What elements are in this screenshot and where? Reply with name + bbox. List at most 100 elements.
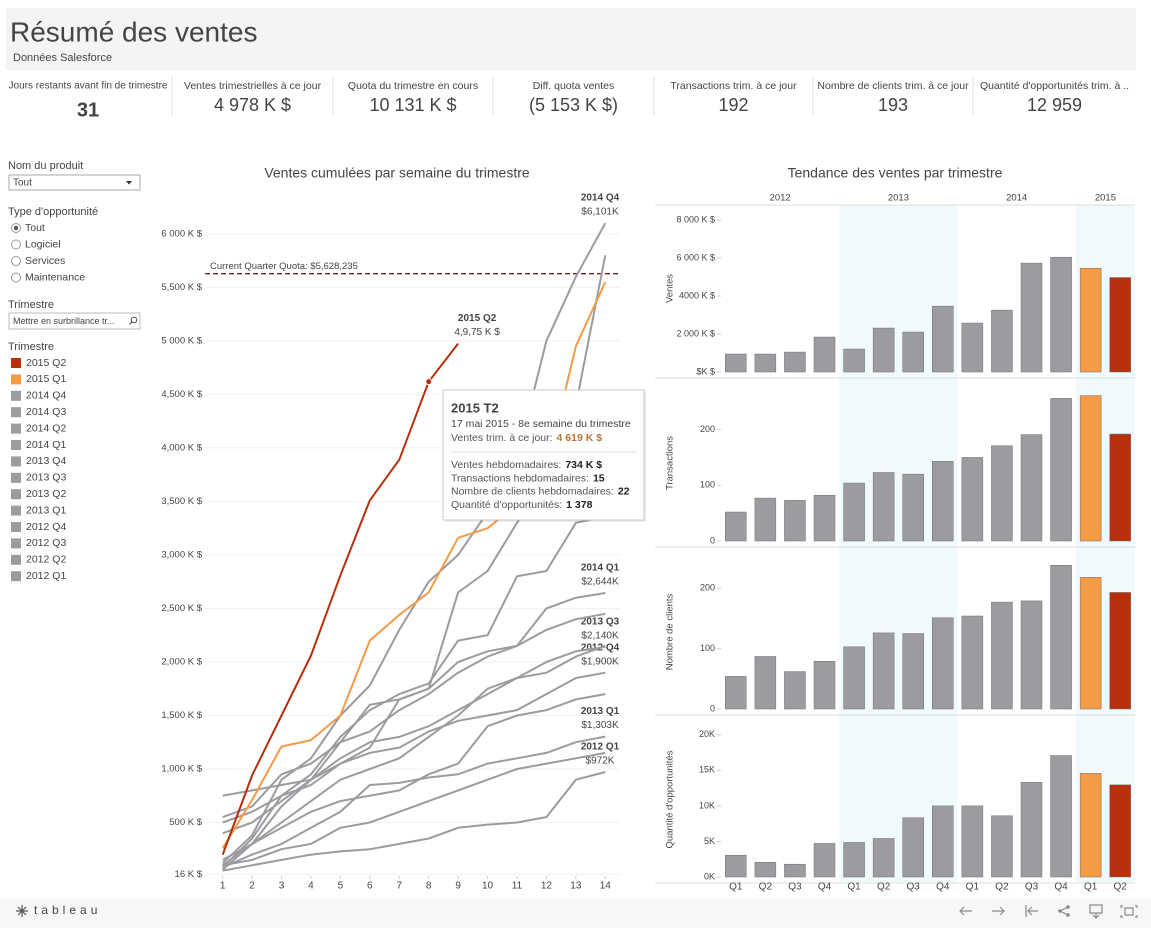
tooltip-value: 15 — [593, 472, 605, 484]
legend-label: 2012 Q2 — [26, 554, 66, 566]
y-tick-label: 2 000 K $ — [676, 328, 715, 338]
y-tick-label: 3,000 K $ — [161, 549, 202, 560]
y-tick-label: 0K — [704, 871, 715, 881]
end-label-name: 2012 Q1 — [581, 742, 620, 753]
y-tick-label: 2,500 K $ — [161, 603, 202, 614]
toolbar-icon[interactable] — [959, 906, 972, 916]
x-tick-label: 11 — [512, 881, 523, 892]
toolbar-icon[interactable] — [1025, 905, 1038, 917]
tooltip-row: Transactions hebdomadaires: 15 — [451, 472, 605, 484]
bar — [902, 331, 924, 373]
bar — [902, 473, 924, 542]
radio-button[interactable] — [11, 272, 21, 283]
filter-label: Trimestre — [8, 299, 54, 311]
toolbar-icon[interactable] — [1120, 905, 1138, 918]
chart-title: Tendance des ventes par trimestre — [788, 165, 1003, 181]
radio-button[interactable] — [11, 256, 21, 266]
legend-label: 2015 Q2 — [26, 357, 66, 369]
x-tick-label: Q1 — [729, 882, 743, 893]
legend-label: 2014 Q4 — [26, 390, 66, 402]
toolbar-icon[interactable] — [1089, 904, 1103, 919]
legend-label: 2012 Q1 — [26, 570, 66, 582]
legend-swatch — [11, 456, 21, 467]
bar — [872, 838, 895, 878]
x-tick-label: 5 — [338, 881, 344, 892]
end-label-value: 4,9,75 K $ — [454, 327, 500, 338]
y-tick-label: 4,000 K $ — [161, 442, 202, 453]
series-line — [222, 646, 606, 835]
bar — [961, 457, 984, 542]
toolbar-icon — [1066, 905, 1070, 909]
tooltip-value: 734 K $ — [565, 459, 602, 471]
legend-label: 2013 Q4 — [26, 455, 66, 467]
year-label: 2014 — [1006, 193, 1027, 204]
legend-label: 2015 Q1 — [26, 373, 66, 385]
series-line — [222, 592, 606, 824]
series-line — [221, 515, 606, 869]
legend-swatch — [11, 571, 21, 582]
legend-title: Trimestre — [8, 341, 54, 353]
y-tick-label: 10K — [699, 800, 715, 810]
tooltip-row: Quantité d'opportunités: 1 378 — [451, 499, 593, 511]
bar — [843, 842, 865, 878]
bar — [1079, 267, 1102, 373]
dropdown-value: Tout — [13, 178, 32, 189]
bar — [902, 633, 924, 710]
year-label: 2015 — [1095, 193, 1116, 204]
series-line — [222, 771, 606, 872]
kpi-value: 192 — [718, 95, 748, 115]
bar — [843, 646, 865, 710]
tooltip-label: Quantité d'opportunités: — [451, 499, 562, 511]
end-label-value: $1,900K — [581, 656, 619, 667]
y-axis-label: Quantité d'opportunités — [665, 750, 676, 848]
kpi-label: Diff. quota ventes — [533, 80, 615, 92]
bar — [754, 497, 777, 542]
footer-bg — [0, 899, 1151, 928]
bar — [784, 351, 806, 373]
bar — [932, 461, 954, 542]
end-label-value: $972K — [586, 756, 615, 767]
radio-label: Logiciel — [25, 238, 61, 250]
bar — [961, 615, 984, 710]
legend-swatch — [11, 407, 21, 418]
tooltip-subtitle: 17 mai 2015 - 8e semaine du trimestre — [451, 418, 631, 430]
bar — [872, 632, 895, 710]
bar — [902, 817, 924, 878]
bar — [1109, 592, 1131, 710]
series-line — [221, 342, 459, 855]
y-tick-label: 0 — [710, 535, 715, 545]
legend-swatch — [11, 440, 21, 450]
toolbar-icon — [1058, 909, 1062, 913]
y-tick-label: 200 — [700, 583, 715, 593]
x-tick-label: 10 — [482, 881, 494, 892]
kpi-label: Jours restants avant fin de trimestre — [9, 81, 168, 92]
bar — [754, 353, 777, 373]
legend-label: 2013 Q2 — [26, 488, 66, 500]
kpi-value: 12 959 — [1027, 95, 1082, 115]
search-box[interactable] — [8, 312, 141, 330]
radio-label: Services — [25, 255, 65, 267]
bar — [843, 482, 865, 542]
legend-swatch — [11, 505, 21, 516]
x-tick-label: Q4 — [818, 882, 832, 893]
radio-button[interactable] — [11, 239, 21, 250]
kpi-value: (5 153 K $) — [529, 95, 618, 115]
dropdown[interactable] — [8, 174, 141, 191]
bar — [991, 445, 1013, 542]
x-tick-label: 4 — [308, 881, 314, 892]
kpi-value: 31 — [77, 99, 99, 121]
chart-title: Ventes cumulées par semaine du trimestre — [264, 165, 530, 181]
x-tick-label: 9 — [455, 881, 461, 892]
kpi-value: 4 978 K $ — [214, 95, 291, 115]
toolbar-icon[interactable] — [992, 906, 1005, 916]
bar — [1109, 784, 1131, 878]
dropdown-arrow — [126, 181, 132, 185]
end-label-name: 2013 Q1 — [581, 706, 620, 717]
bar — [1079, 773, 1102, 878]
kpi-label: Quota du trimestre en cours — [348, 80, 478, 92]
bar — [1079, 395, 1102, 542]
legend-swatch — [11, 374, 21, 385]
bar — [1050, 565, 1072, 710]
bar — [725, 511, 747, 542]
